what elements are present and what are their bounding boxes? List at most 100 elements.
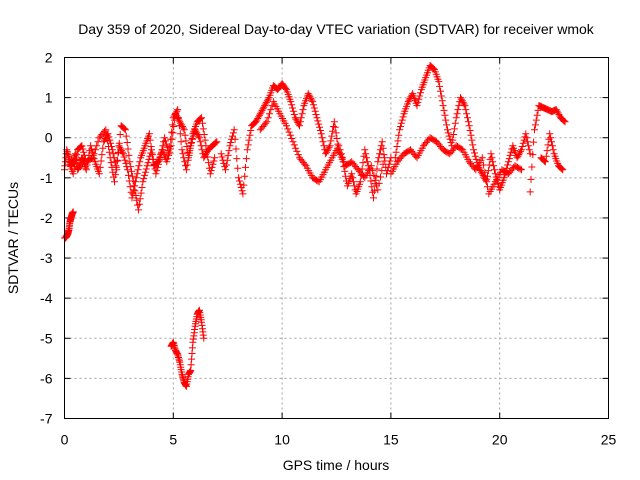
data-point xyxy=(317,130,325,138)
data-point-interp xyxy=(318,134,326,142)
data-point-interp xyxy=(534,106,542,114)
data-point-interp xyxy=(531,121,539,129)
data-point-interp xyxy=(489,158,497,166)
data-point-interp xyxy=(457,95,465,103)
data-point-interp xyxy=(468,136,476,144)
data-point-interp xyxy=(369,167,377,175)
data-point-interp xyxy=(263,97,271,105)
y-tick-label: -3 xyxy=(40,250,53,266)
plot-frame xyxy=(64,57,609,419)
data-point xyxy=(378,138,386,146)
data-point-interp xyxy=(329,127,337,135)
data-point xyxy=(356,178,364,186)
data-point-interp xyxy=(101,127,108,135)
data-point-interp xyxy=(379,144,387,152)
data-point xyxy=(161,134,169,142)
data-point-interp xyxy=(80,148,88,156)
data-point-interp xyxy=(113,156,121,164)
data-point-interp xyxy=(222,161,230,169)
x-tick-label: 0 xyxy=(61,432,69,448)
data-point-interp xyxy=(182,137,190,145)
data-point-interp xyxy=(441,111,449,119)
data-point-interp xyxy=(133,196,141,204)
data-point-interp xyxy=(542,152,550,160)
data-point xyxy=(452,114,460,122)
data-point-interp xyxy=(282,84,290,92)
data-point-interp xyxy=(188,135,196,142)
data-point xyxy=(180,126,188,134)
data-point-interp xyxy=(193,129,201,137)
data-point xyxy=(504,158,512,166)
data-point-interp xyxy=(141,171,149,179)
data-point xyxy=(348,170,356,178)
data-point-interp xyxy=(430,65,437,73)
data-point-interp xyxy=(240,181,248,189)
data-point-interp xyxy=(308,96,316,104)
data-point xyxy=(202,142,210,150)
data-point-interp xyxy=(201,136,209,144)
data-point-interp xyxy=(310,104,318,112)
data-point xyxy=(526,188,534,196)
data-point xyxy=(235,174,243,182)
data-point-interp xyxy=(122,132,130,140)
data-point xyxy=(135,206,142,214)
data-point-interp xyxy=(205,159,213,167)
data-point-interp xyxy=(379,160,387,168)
data-point-interp xyxy=(554,109,562,117)
data-point-interp xyxy=(284,125,292,133)
data-point-interp xyxy=(367,177,375,185)
data-point-interp xyxy=(467,131,475,139)
data-point-interp xyxy=(122,159,130,167)
data-point-interp xyxy=(553,107,561,115)
data-point xyxy=(470,146,478,154)
data-point-interp xyxy=(543,147,551,155)
data-point-interp xyxy=(262,98,270,106)
data-point-interp xyxy=(548,142,556,150)
data-point-interp xyxy=(293,117,301,125)
data-point xyxy=(404,98,412,106)
data-point xyxy=(367,162,375,170)
data-point xyxy=(222,166,229,174)
data-point-interp xyxy=(128,172,136,180)
data-point-interp xyxy=(294,151,302,159)
data-point-interp xyxy=(223,156,231,164)
data-point-interp xyxy=(88,155,95,163)
data-point xyxy=(243,146,251,154)
data-point-interp xyxy=(105,148,113,156)
data-point xyxy=(167,142,175,150)
data-point-interp xyxy=(375,179,383,187)
data-point-interp xyxy=(529,151,537,159)
data-point-interp xyxy=(196,138,204,146)
data-point-interp xyxy=(134,166,142,174)
data-point xyxy=(178,146,186,154)
data-point-interp xyxy=(184,148,192,156)
data-point-interp xyxy=(525,146,533,154)
data-point-interp xyxy=(464,114,471,122)
data-point-interp xyxy=(314,117,322,125)
data-point-interp xyxy=(236,180,244,188)
data-point-interp xyxy=(450,125,458,133)
data-point-interp xyxy=(398,116,406,124)
data-point-interp xyxy=(118,148,126,156)
data-point-interp xyxy=(548,138,555,146)
data-point xyxy=(283,122,290,130)
data-point-interp xyxy=(72,155,80,163)
data-point-interp xyxy=(130,186,138,194)
data-point-interp xyxy=(140,175,148,183)
data-point-interp xyxy=(289,107,297,115)
data-point xyxy=(289,138,297,146)
x-tick-label: 25 xyxy=(601,432,617,448)
data-point-interp xyxy=(397,123,404,130)
data-point-interp xyxy=(259,105,267,113)
data-point-interp xyxy=(555,111,563,118)
data-point-interp xyxy=(527,175,535,183)
data-point-interp xyxy=(153,159,161,167)
data-point-interp xyxy=(144,159,152,167)
data-point-interp xyxy=(177,138,185,146)
data-point-interp xyxy=(290,111,298,118)
data-point-interp xyxy=(451,119,459,127)
data-point-interp xyxy=(165,148,173,156)
data-point-interp xyxy=(301,160,309,168)
data-point xyxy=(139,178,147,186)
data-point xyxy=(89,154,97,162)
